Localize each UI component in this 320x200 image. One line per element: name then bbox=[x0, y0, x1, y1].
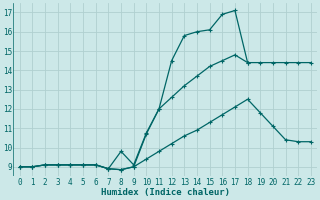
X-axis label: Humidex (Indice chaleur): Humidex (Indice chaleur) bbox=[101, 188, 230, 197]
